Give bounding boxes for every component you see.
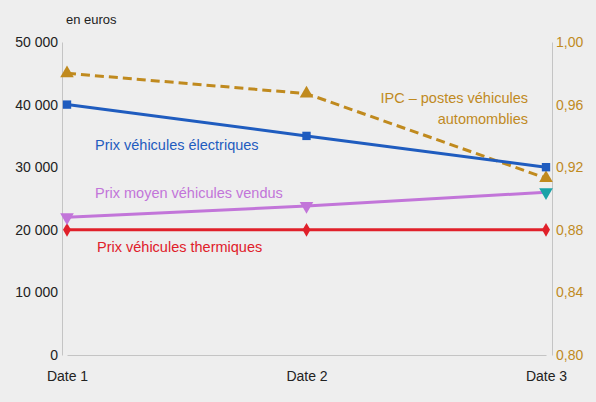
tick-label: 0,92 (556, 159, 583, 175)
tick: Date 3 (526, 355, 567, 384)
tick-label: 0,96 (556, 97, 583, 113)
tick: 40 000 (15, 97, 62, 113)
tick-label: 1,00 (556, 34, 583, 50)
tick: 0,92 (552, 159, 583, 175)
tick-label: 10 000 (15, 284, 58, 300)
tick-label: 0,80 (556, 347, 583, 363)
tick-label: 30 000 (15, 159, 58, 175)
y2-axis: 0,80 0,84 0,88 0,92 0,96 1,00 (552, 34, 583, 363)
axis-line (62, 43, 63, 356)
tick: Date 2 (286, 355, 327, 384)
plot-area (60, 65, 553, 236)
tick: 10 000 (15, 284, 62, 300)
tick-label: 50 000 (15, 34, 58, 50)
tick-label: Date 3 (526, 368, 567, 384)
tick: 0,84 (552, 284, 583, 300)
tick: 20 000 (15, 222, 62, 238)
y-axis-title: en euros (66, 12, 117, 27)
marker (539, 170, 553, 182)
series-label: Prix moyen véhicules vendus (95, 185, 283, 201)
marker (300, 86, 314, 98)
axis-line (552, 43, 553, 356)
tick: 30 000 (15, 159, 62, 175)
marker (303, 223, 311, 237)
tick-label: 0 (50, 347, 58, 363)
tick-label: 0,84 (556, 284, 583, 300)
series-line (67, 105, 546, 168)
x-axis: Date 1 Date 2 Date 3 (47, 355, 567, 384)
series-label: Prix véhicules électriques (95, 137, 259, 153)
tick-label: Date 1 (47, 368, 88, 384)
series-label: IPC – postes véhicules automomblies (381, 90, 529, 127)
tick: 1,00 (552, 34, 583, 50)
tick-label: Date 2 (286, 368, 327, 384)
tick-label: 0,88 (556, 222, 583, 238)
chart: 010 00020 00030 00040 00050 0000,800,840… (0, 0, 596, 402)
background (0, 0, 596, 402)
tick: 0,88 (552, 222, 583, 238)
marker (542, 163, 550, 171)
tick-label: 20 000 (15, 222, 58, 238)
y-axis: 0 10 000 20 000 30 000 40 000 50 000 (15, 34, 62, 363)
marker (302, 132, 310, 140)
marker (60, 65, 74, 77)
tick: 0 (50, 347, 62, 363)
marker (60, 213, 74, 225)
series-line (67, 73, 546, 178)
marker (542, 223, 550, 237)
tick: 0,96 (552, 97, 583, 113)
marker (539, 188, 553, 200)
tick: 50 000 (15, 34, 62, 50)
tick-label: 40 000 (15, 97, 58, 113)
marker (63, 100, 71, 108)
tick: Date 1 (47, 355, 88, 384)
axis-line (68, 355, 547, 356)
tick: 0,80 (552, 347, 583, 363)
series-label: Prix véhicules thermiques (97, 239, 262, 255)
marker (300, 202, 314, 214)
